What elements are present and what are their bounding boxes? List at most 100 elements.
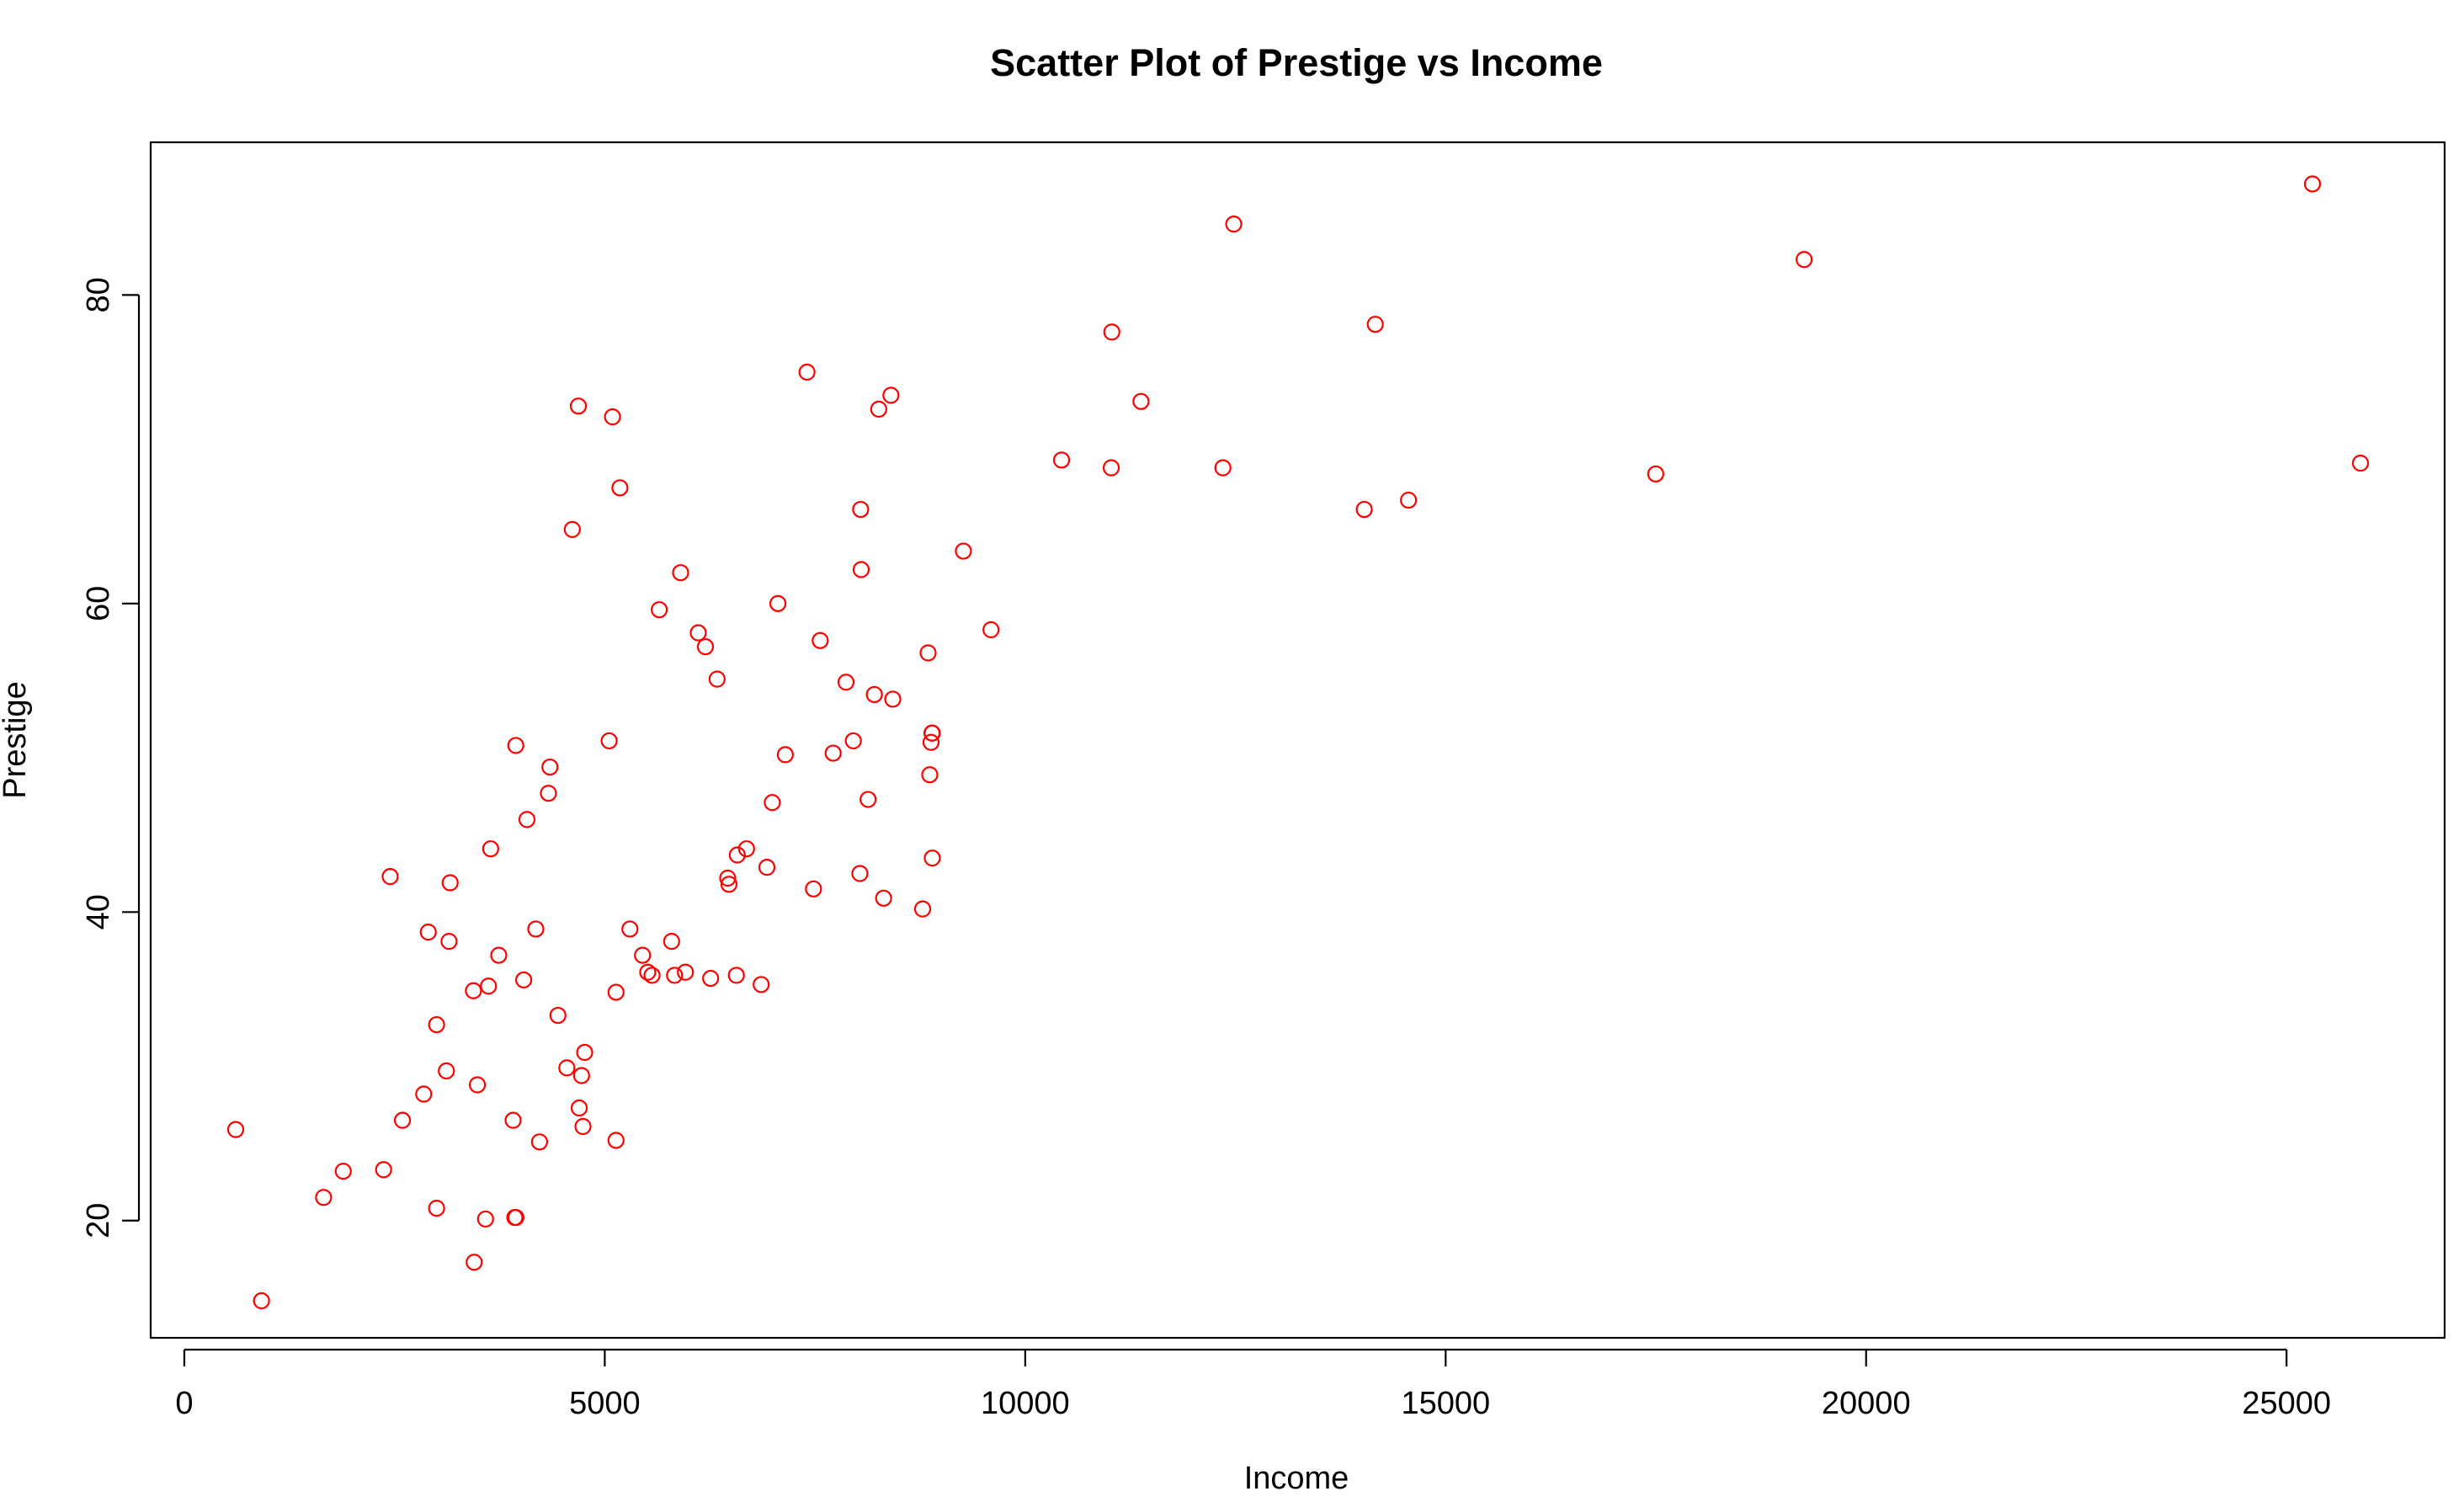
data-point	[919, 644, 937, 662]
data-point	[824, 744, 842, 762]
data-point	[882, 386, 900, 404]
data-point	[381, 868, 399, 886]
data-point	[530, 1133, 548, 1151]
data-point	[696, 638, 715, 656]
data-point	[805, 880, 822, 897]
data-point	[253, 1292, 270, 1310]
data-point	[604, 408, 621, 426]
data-point	[923, 724, 941, 742]
data-point	[753, 976, 770, 993]
data-point	[315, 1189, 333, 1206]
data-point	[1355, 500, 1373, 519]
plot-area-frame	[149, 141, 2446, 1340]
data-point	[884, 690, 902, 708]
data-point	[2351, 455, 2370, 472]
data-point	[482, 840, 499, 858]
data-point	[764, 794, 781, 812]
data-point	[852, 561, 870, 578]
data-point	[955, 542, 972, 560]
data-point	[515, 971, 533, 989]
data-point	[720, 876, 738, 893]
data-point	[798, 363, 816, 381]
y-tick-label: 40	[81, 894, 116, 929]
data-point	[1366, 316, 1384, 333]
data-point	[921, 766, 939, 784]
data-point	[518, 811, 536, 828]
data-point	[574, 1117, 592, 1136]
data-point	[572, 1067, 590, 1084]
data-point	[812, 631, 829, 649]
data-point	[1132, 392, 1150, 410]
data-point	[415, 1085, 433, 1103]
data-point	[776, 746, 794, 764]
data-point	[689, 624, 707, 642]
data-point	[621, 920, 639, 938]
data-point	[476, 1210, 494, 1228]
data-point	[375, 1161, 392, 1179]
data-point	[922, 733, 940, 751]
data-point	[334, 1163, 352, 1180]
data-point	[870, 400, 887, 418]
data-point	[569, 397, 588, 415]
data-point	[1103, 323, 1120, 341]
data-point	[438, 1062, 455, 1080]
data-point	[600, 732, 618, 750]
data-point	[576, 1043, 593, 1062]
data-point	[1796, 251, 1813, 269]
data-point	[1225, 216, 1243, 233]
data-points	[226, 175, 2370, 1310]
x-tick-label: 15000	[1401, 1386, 1490, 1421]
data-point	[702, 969, 720, 988]
data-point	[441, 874, 459, 892]
data-point	[490, 946, 508, 964]
data-point	[428, 1015, 445, 1034]
data-point	[727, 967, 745, 984]
data-point	[852, 500, 870, 519]
data-point	[634, 946, 652, 964]
data-point	[607, 1132, 625, 1149]
data-point	[1647, 465, 1664, 483]
data-point	[611, 479, 629, 497]
data-point	[570, 1099, 588, 1117]
data-point	[923, 850, 941, 867]
data-point	[480, 977, 498, 995]
data-point	[719, 869, 737, 887]
data-point	[393, 1111, 412, 1129]
data-point	[672, 564, 689, 582]
data-point	[837, 674, 855, 691]
y-axis-label: Prestige	[0, 681, 33, 798]
data-point	[466, 1254, 483, 1271]
data-point	[468, 1076, 487, 1094]
data-point	[1102, 459, 1120, 477]
data-point	[643, 967, 661, 984]
data-point	[769, 594, 787, 612]
data-point	[859, 791, 877, 808]
data-point	[666, 967, 684, 984]
data-point	[2303, 175, 2322, 193]
data-point	[982, 621, 1000, 639]
data-point	[639, 963, 657, 981]
x-tick-label: 25000	[2242, 1386, 2331, 1421]
y-tick-label: 80	[81, 277, 116, 312]
data-point	[507, 1208, 524, 1227]
data-point	[1214, 459, 1232, 477]
data-point	[541, 758, 559, 776]
x-axis: 0 5000 10000 15000 20000 25000	[175, 1348, 2331, 1421]
data-point	[875, 889, 892, 907]
data-point	[465, 982, 482, 999]
chart-title: Scatter Plot of Prestige vs Income	[990, 41, 1603, 84]
data-point	[607, 983, 625, 1001]
data-point	[1052, 451, 1071, 469]
x-tick-label: 10000	[981, 1386, 1070, 1421]
data-point	[558, 1059, 576, 1077]
data-point	[865, 685, 883, 704]
data-point	[540, 785, 557, 802]
data-point	[419, 924, 437, 941]
data-point	[226, 1121, 245, 1138]
x-tick-label: 5000	[569, 1386, 641, 1421]
data-point	[507, 737, 524, 754]
data-point	[708, 670, 726, 688]
